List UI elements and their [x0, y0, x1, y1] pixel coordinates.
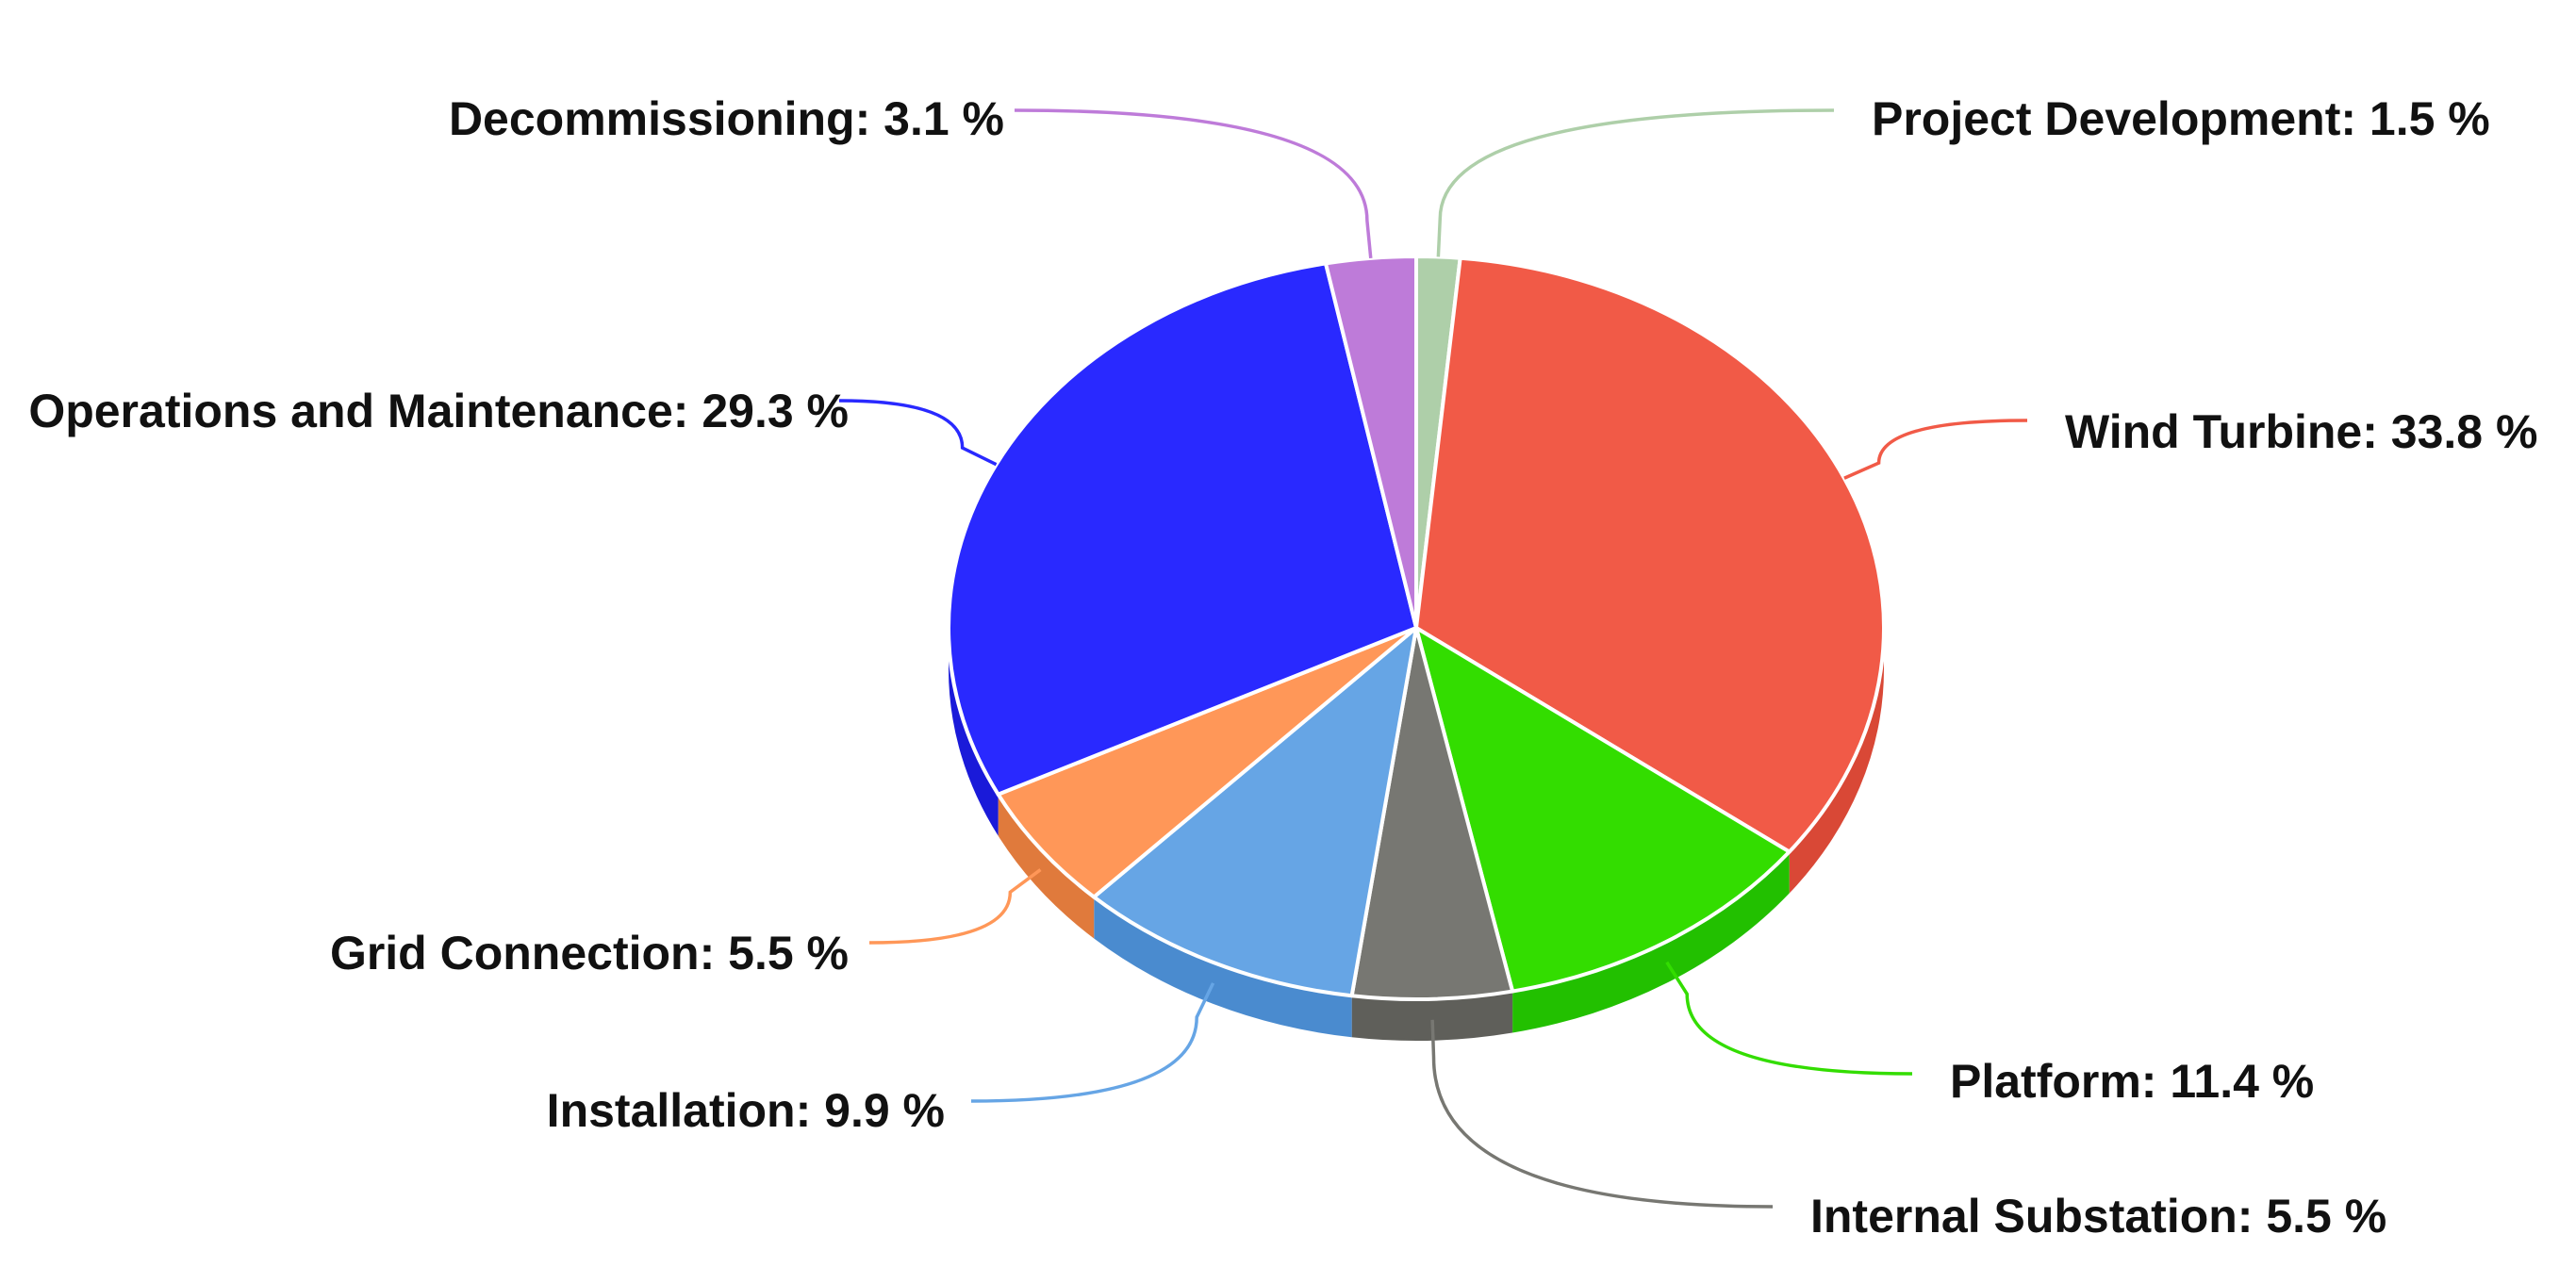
leader-platform	[1665, 961, 1913, 1076]
label-project-development: Project Development: 1.5 %	[1872, 92, 2490, 145]
side-operations-and-maintenance	[949, 628, 999, 836]
slice-wind-turbine[interactable]	[1414, 255, 1886, 854]
label-platform: Platform: 11.4 %	[1950, 1055, 2314, 1108]
label-operations-and-maintenance: Operations and Maintenance: 29.3 %	[28, 385, 849, 437]
leader-decommissioning	[1014, 108, 1373, 259]
slice-installation[interactable]	[1092, 626, 1418, 998]
leader-operations-and-maintenance	[838, 399, 998, 467]
slice-internal-substation[interactable]	[1349, 626, 1515, 1001]
slice-grid-connection[interactable]	[996, 626, 1418, 899]
label-installation: Installation: 9.9 %	[547, 1084, 945, 1137]
label-leaders	[838, 108, 2028, 1209]
label-decommissioning: Decommissioning: 3.1 %	[449, 92, 1004, 145]
label-internal-substation: Internal Substation: 5.5 %	[1810, 1190, 2386, 1242]
label-wind-turbine: Wind Turbine: 33.8 %	[2065, 405, 2537, 458]
leader-grid-connection	[868, 868, 1042, 945]
side-platform	[1512, 851, 1790, 1033]
leader-project-development	[1436, 108, 1835, 257]
leader-wind-turbine	[1843, 419, 2028, 480]
leader-installation	[970, 982, 1215, 1103]
label-grid-connection: Grid Connection: 5.5 %	[330, 927, 849, 979]
slice-platform[interactable]	[1414, 626, 1792, 994]
pie-slices	[947, 255, 1886, 1001]
side-internal-substation	[1351, 991, 1513, 1041]
slice-labels: Project Development: 1.5 % Wind Turbine: …	[28, 92, 2537, 1242]
leader-internal-substation	[1430, 1019, 1774, 1209]
